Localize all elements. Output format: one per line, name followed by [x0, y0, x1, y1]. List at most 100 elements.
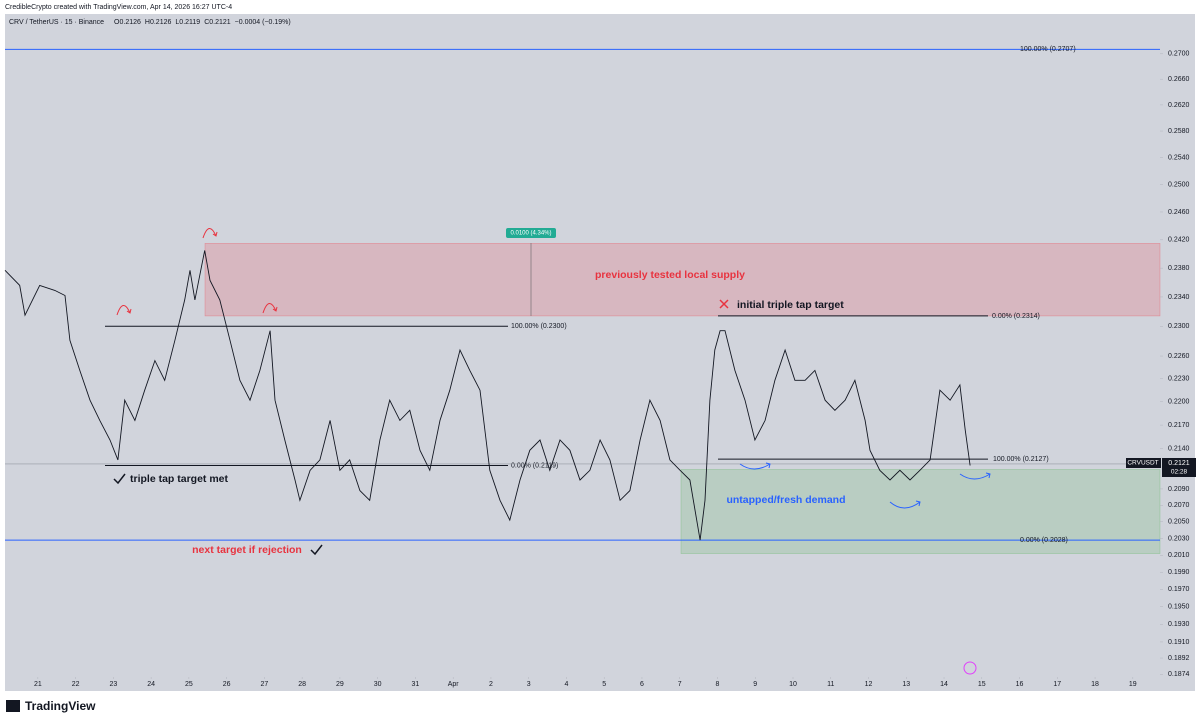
- y-tick-label: 0.2540: [1168, 154, 1190, 161]
- ohlc-value: 0.2126: [119, 19, 141, 26]
- y-tick-label: 0.2460: [1168, 209, 1190, 216]
- x-tick-label: 2: [489, 681, 493, 688]
- y-tick-label: 0.1930: [1168, 621, 1190, 628]
- price-badge: [1162, 458, 1196, 477]
- x-tick-label: 16: [1016, 681, 1024, 688]
- x-tick-label: 24: [147, 681, 155, 688]
- y-tick-label: 0.2260: [1168, 353, 1190, 360]
- measure-label: 0.0100 (4.34%): [510, 231, 551, 237]
- y-tick-label: 0.2170: [1168, 422, 1190, 429]
- ohlc-value: 0.2126: [150, 19, 172, 26]
- y-tick-label: 0.2380: [1168, 265, 1190, 272]
- y-tick-label: 0.2580: [1168, 128, 1190, 135]
- level-label: 100.00% (0.2707): [1020, 46, 1076, 53]
- x-tick-label: 6: [640, 681, 644, 688]
- y-tick-label: 0.2230: [1168, 376, 1190, 383]
- ohlc-key: C: [204, 19, 209, 26]
- level-label: 0.00% (0.2314): [992, 313, 1040, 320]
- x-tick-label: 27: [260, 681, 268, 688]
- y-tick-label: 0.1892: [1168, 655, 1190, 662]
- y-tick-label: 0.1874: [1168, 671, 1190, 678]
- countdown: 02:28: [1171, 469, 1188, 476]
- annotation: previously tested local supply: [595, 269, 745, 281]
- annotation: triple tap target met: [130, 473, 229, 485]
- x-tick-label: 7: [678, 681, 682, 688]
- annotation: initial triple tap target: [737, 299, 844, 311]
- y-tick-label: 0.2090: [1168, 486, 1190, 493]
- y-tick-label: 0.2030: [1168, 535, 1190, 542]
- y-tick-label: 0.1990: [1168, 569, 1190, 576]
- change: −0.0004 (−0.19%): [235, 19, 291, 26]
- y-tick-label: 0.2070: [1168, 502, 1190, 509]
- x-tick-label: 8: [716, 681, 720, 688]
- ohlc-key: L: [175, 19, 179, 26]
- price-line: [4, 250, 971, 541]
- x-tick-label: 3: [527, 681, 531, 688]
- ohlc-value: 0.2121: [209, 19, 231, 26]
- y-tick-label: 0.2140: [1168, 446, 1190, 453]
- cross-icon: [719, 299, 729, 309]
- y-tick-label: 0.2660: [1168, 76, 1190, 83]
- y-tick-label: 0.2300: [1168, 323, 1190, 330]
- y-tick-label: 0.2050: [1168, 519, 1190, 526]
- y-tick-label: 0.2620: [1168, 102, 1190, 109]
- y-tick-label: 0.2500: [1168, 181, 1190, 188]
- x-tick-label: 26: [223, 681, 231, 688]
- x-tick-label: 12: [865, 681, 873, 688]
- x-tick-label: 4: [564, 681, 568, 688]
- symbol-legend: CRV / TetherUS · 15 · Binance O0.2126 H0.…: [9, 19, 291, 26]
- check-icon: [113, 473, 126, 485]
- level-label: 0.00% (0.2119): [511, 462, 558, 469]
- x-tick-label: 14: [940, 681, 948, 688]
- level-label: 100.00% (0.2300): [511, 323, 567, 330]
- x-tick-label: 30: [374, 681, 382, 688]
- symbol-label: CRVUSDT: [1127, 460, 1158, 467]
- level-label: 100.00% (0.2127): [993, 456, 1049, 463]
- last-price: 0.2121: [1168, 460, 1190, 467]
- x-tick-label: 17: [1053, 681, 1061, 688]
- ohlc-value: 0.2119: [179, 19, 200, 26]
- x-tick-label: 22: [72, 681, 80, 688]
- y-tick-label: 0.1950: [1168, 604, 1190, 611]
- x-tick-label: 5: [602, 681, 606, 688]
- symbol: CRV / TetherUS · 15 · Binance: [9, 19, 104, 26]
- x-tick-label: 11: [827, 681, 834, 688]
- x-tick-label: 9: [753, 681, 757, 688]
- watermark: CredibleCrypto created with TradingView.…: [5, 4, 232, 11]
- x-tick-label: 15: [978, 681, 986, 688]
- logo-icon: [6, 700, 20, 712]
- plot-background: [5, 14, 1195, 691]
- symbol-badge: [1126, 458, 1161, 468]
- x-axis-strip: [5, 677, 1195, 691]
- level-label: 0.00% (0.2028): [1020, 537, 1068, 544]
- x-tick-label: 13: [902, 681, 910, 688]
- x-tick-label: 19: [1129, 681, 1137, 688]
- x-tick-label: 21: [34, 681, 42, 688]
- zone: [204, 243, 1161, 317]
- x-tick-label: 10: [789, 681, 797, 688]
- check-icon: [310, 544, 323, 556]
- x-tick-label: 31: [412, 681, 420, 688]
- annotation: next target if rejection: [192, 544, 302, 556]
- zone: [680, 469, 1161, 554]
- ohlc-key: O: [114, 19, 120, 26]
- ohlc-key: H: [145, 19, 150, 26]
- y-tick-label: 0.2340: [1168, 294, 1190, 301]
- reaction-arrows: [739, 462, 991, 509]
- y-tick-label: 0.2200: [1168, 399, 1190, 406]
- y-tick-label: 0.1970: [1168, 586, 1190, 593]
- y-tick-label: 0.2420: [1168, 237, 1190, 244]
- x-tick-label: Apr: [448, 681, 460, 688]
- y-tick-label: 0.1910: [1168, 639, 1190, 646]
- x-tick-label: 28: [298, 681, 306, 688]
- annotation: untapped/fresh demand: [726, 494, 845, 506]
- x-tick-label: 29: [336, 681, 344, 688]
- alert-icon: [963, 661, 977, 675]
- y-tick-label: 0.2700: [1168, 51, 1190, 58]
- measure-badge: [506, 228, 556, 238]
- footer-logo: TradingView: [25, 699, 96, 713]
- y-tick-label: 0.2010: [1168, 552, 1190, 559]
- reaction-arrows: [116, 228, 278, 316]
- x-tick-label: 23: [109, 681, 117, 688]
